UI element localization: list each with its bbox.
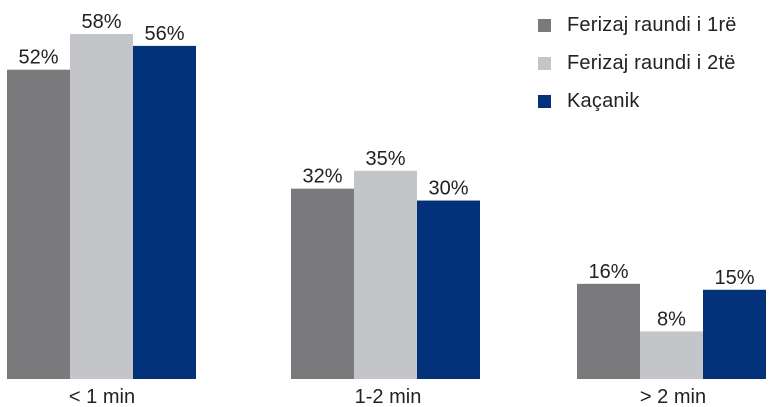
data-label-ferizaj-round-1-1-2-min: 32% <box>302 166 342 188</box>
bar-ferizaj-round-2-under-1-min <box>70 34 133 379</box>
legend-item-kacanik: Kaçanik <box>538 82 737 120</box>
legend-swatch-kacanik <box>538 94 551 108</box>
data-label-kacanik-1-2-min: 30% <box>428 178 468 200</box>
category-label-under-1-min: < 1 min <box>69 386 135 407</box>
data-label-kacanik-under-1-min: 56% <box>144 23 184 45</box>
category-label-1-2-min: 1-2 min <box>355 386 422 407</box>
bar-ferizaj-round-2-1-2-min <box>354 170 417 379</box>
legend-swatch-ferizaj-round-2 <box>538 56 551 70</box>
legend-label-ferizaj-round-1: Ferizaj raundi i 1rë <box>567 13 737 36</box>
bar-kacanik-under-1-min <box>133 45 196 380</box>
legend-swatch-ferizaj-round-1 <box>538 18 551 32</box>
category-label-over-2-min: > 2 min <box>640 386 706 407</box>
legend-item-ferizaj-round-1: Ferizaj raundi i 1rë <box>538 6 737 44</box>
legend-item-ferizaj-round-2: Ferizaj raundi i 2të <box>538 44 737 82</box>
data-label-ferizaj-round-2-1-2-min: 35% <box>365 148 405 170</box>
legend-label-kacanik: Kaçanik <box>567 89 640 112</box>
bar-kacanik-1-2-min <box>417 200 480 379</box>
bar-ferizaj-round-1-over-2-min <box>577 283 640 379</box>
bar-ferizaj-round-1-1-2-min <box>291 188 354 379</box>
bar-ferizaj-round-1-under-1-min <box>7 69 70 380</box>
data-label-ferizaj-round-2-over-2-min: 8% <box>657 308 686 330</box>
bar-ferizaj-round-2-over-2-min <box>640 331 703 379</box>
data-label-ferizaj-round-2-under-1-min: 58% <box>81 11 121 33</box>
data-label-kacanik-over-2-min: 15% <box>714 267 754 289</box>
legend: Ferizaj raundi i 1rë Ferizaj raundi i 2t… <box>538 6 737 120</box>
bar-kacanik-over-2-min <box>703 289 766 379</box>
data-label-ferizaj-round-1-under-1-min: 52% <box>18 47 58 69</box>
data-label-ferizaj-round-1-over-2-min: 16% <box>588 261 628 283</box>
legend-label-ferizaj-round-2: Ferizaj raundi i 2të <box>567 51 736 74</box>
